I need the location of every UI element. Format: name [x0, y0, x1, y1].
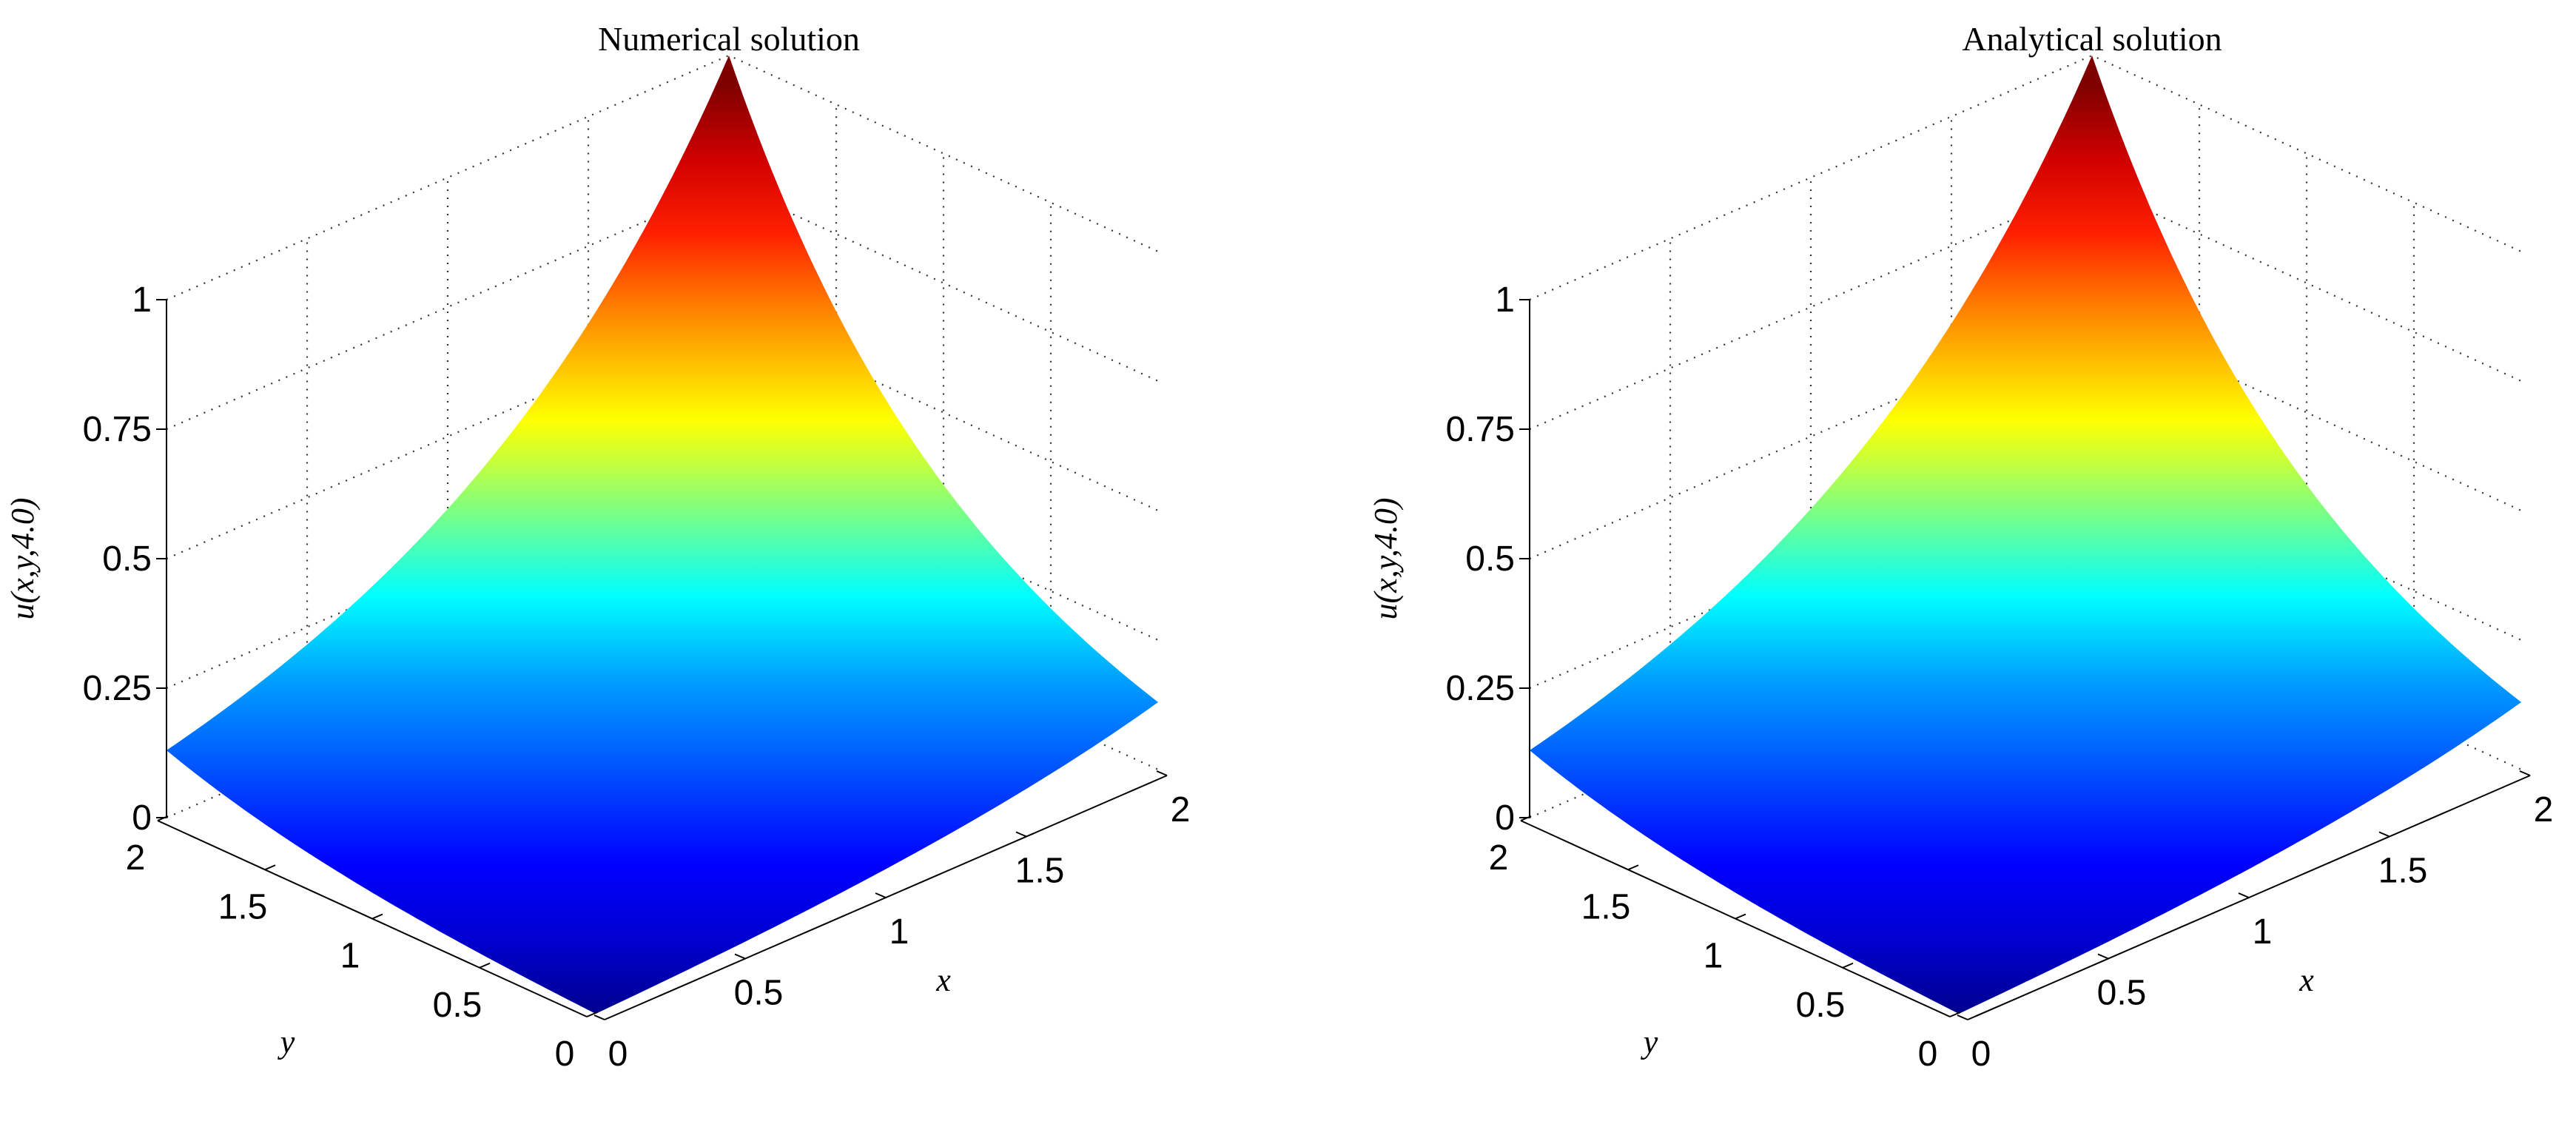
y-tick	[1842, 962, 1854, 969]
x-tick	[2238, 892, 2250, 898]
x-axis-label: x	[935, 962, 951, 998]
z-tick-label: 0.75	[83, 410, 152, 449]
chart-panel-numerical: 0 0.25 0.5 0.75 1 0 0.5 1 1.5 2 x 0 0.5 1 1.5 2 y u(x,y,4…	[4, 20, 1190, 1074]
chart-title: Numerical solution	[598, 20, 860, 58]
x-tick-label: 2	[1171, 790, 1191, 829]
y-tick-label: 0.5	[433, 986, 482, 1025]
y-axis-label: y	[1641, 1023, 1658, 1060]
x-tick-label: 1	[2253, 912, 2273, 952]
y-tick	[371, 913, 383, 920]
y-tick-label: 1	[340, 937, 360, 976]
y-axis-label: y	[278, 1023, 295, 1060]
gridline-z	[166, 184, 1159, 431]
y-tick-label: 1	[1704, 937, 1724, 976]
axes: 0 0.25 0.5 0.75 1 0 0.5 1 1.5 2 x 0 0.5 1 1.5 2 y u(x,y,4…	[1368, 280, 2553, 1074]
surface-patch	[167, 55, 1158, 1014]
x-tick-label: 0	[608, 1034, 628, 1074]
z-tick-label: 1	[1495, 280, 1515, 320]
y-tick	[157, 815, 169, 821]
gridline-z	[1529, 313, 2522, 560]
z-tick-label: 0.75	[1446, 410, 1515, 449]
y-tick	[264, 864, 276, 871]
axes: 0 0.25 0.5 0.75 1 0 0.5 1 1.5 2 x 0 0.5 1 1.5 2 y u(x,y,4…	[4, 280, 1190, 1074]
x-tick-label: 1.5	[2378, 852, 2428, 891]
z-axis-label: u(x,y,4.0)	[4, 498, 41, 620]
chart-title: Analytical solution	[1962, 20, 2222, 58]
chart-panel-analytical: 0 0.25 0.5 0.75 1 0 0.5 1 1.5 2 x 0 0.5 1 1.5 2 y u(x,y,4…	[1368, 20, 2553, 1074]
y-tick	[1949, 1012, 1961, 1017]
y-tick	[1627, 864, 1639, 871]
x-tick-label: 1	[890, 912, 909, 952]
x-tick-label: 0.5	[2097, 974, 2147, 1013]
z-tick-label: 0.25	[83, 669, 152, 708]
gridline-z	[166, 54, 1159, 301]
surface-patch	[1530, 55, 2521, 1014]
y-tick	[1735, 913, 1746, 920]
y-tick-label: 1.5	[1581, 887, 1631, 926]
z-tick-label: 0.25	[1446, 669, 1515, 708]
x-tick	[2097, 953, 2109, 960]
gridline-z	[1529, 54, 2522, 301]
y-tick-label: 1.5	[218, 887, 268, 926]
x-tick	[2378, 831, 2390, 838]
x-tick	[593, 1014, 605, 1020]
z-tick-label: 0.5	[1465, 539, 1515, 579]
y-tick-label: 2	[126, 838, 146, 878]
gridline-z	[166, 313, 1159, 560]
x-tick	[875, 892, 887, 898]
x-tick	[1957, 1014, 1968, 1020]
x-tick	[734, 953, 746, 960]
x-axis-label: x	[2298, 962, 2314, 998]
y-tick	[586, 1012, 598, 1017]
z-tick-label: 0	[1495, 798, 1515, 838]
y-tick-label: 0	[1918, 1034, 1938, 1074]
gridline-z	[1529, 184, 2522, 431]
y-tick-label: 0.5	[1796, 986, 1846, 1025]
x-tick	[1015, 831, 1027, 838]
x-tick-label: 2	[2534, 790, 2554, 829]
surface	[167, 55, 1158, 1014]
y-tick	[479, 962, 491, 969]
z-tick-label: 0	[132, 798, 152, 838]
z-axis-label: u(x,y,4.0)	[1368, 498, 1404, 620]
y-tick-label: 2	[1489, 838, 1509, 878]
x-tick	[2519, 770, 2531, 776]
x-tick-label: 0.5	[734, 974, 784, 1013]
x-tick	[1156, 770, 1168, 776]
z-tick-label: 0.5	[102, 539, 152, 579]
x-tick-label: 0	[1971, 1034, 1991, 1074]
surface	[1530, 55, 2521, 1014]
y-tick-label: 0	[555, 1034, 575, 1074]
y-tick	[1520, 815, 1532, 821]
x-tick-label: 1.5	[1015, 852, 1065, 891]
z-tick-label: 1	[132, 280, 152, 320]
